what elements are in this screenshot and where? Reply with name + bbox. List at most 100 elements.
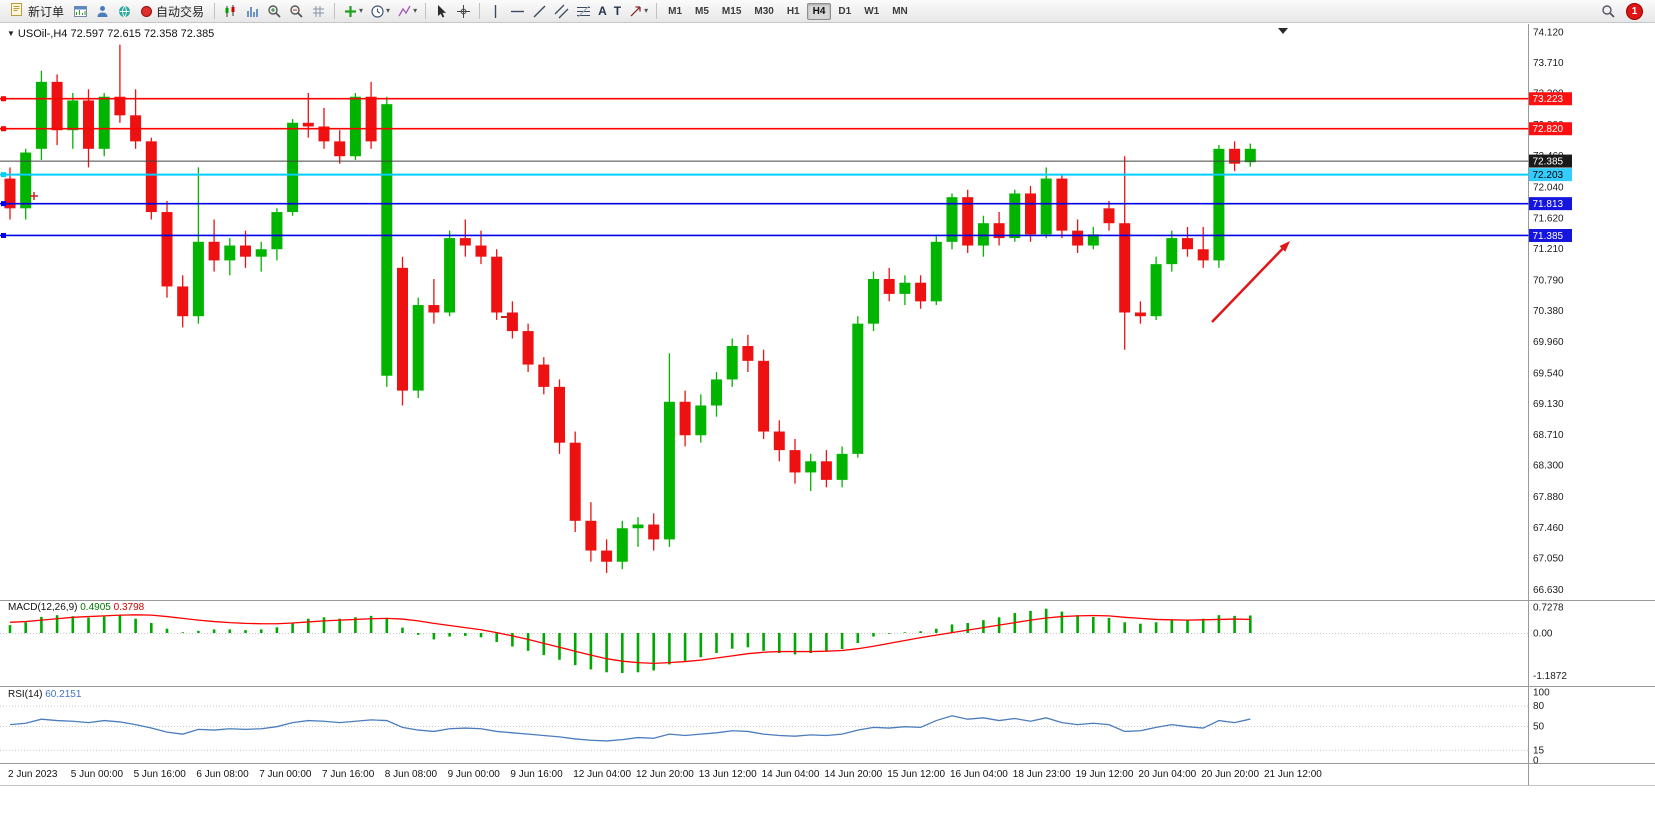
svg-text:0: 0 [1533,756,1539,767]
search-icon[interactable] [1598,3,1619,20]
toolbar-separator [479,3,481,19]
arrows-tool-button[interactable]: ▾ [625,3,651,20]
svg-text:66.630: 66.630 [1533,585,1564,596]
svg-text:9 Jun 00:00: 9 Jun 00:00 [448,769,501,780]
profile-icon[interactable] [92,3,113,20]
svg-text:7 Jun 00:00: 7 Jun 00:00 [259,769,312,780]
svg-text:69.960: 69.960 [1533,337,1564,348]
fibonacci-tool-icon[interactable] [573,3,594,20]
price-axis[interactable]: 74.12073.71073.30072.88072.46072.04071.6… [1533,28,1564,596]
svg-text:0.7278: 0.7278 [1533,603,1564,614]
rsi-panel: 100 80 50 150 [0,688,1550,767]
svg-text:21 Jun 12:00: 21 Jun 12:00 [1264,769,1322,780]
ohlc-close: 72.385 [180,28,215,40]
toolbar-separator [214,3,216,19]
new-order-icon [9,2,24,20]
svg-text:15 Jun 12:00: 15 Jun 12:00 [887,769,945,780]
candlestick-layer [4,44,1256,573]
chart-window-icon[interactable] [70,3,91,20]
crosshair-icon[interactable] [453,3,474,20]
periods-button[interactable]: ▾ [367,3,393,20]
auto-trading-status-icon [141,5,153,17]
toolbar: 新订单 自动交易 ▾ [0,0,1655,23]
dropdown-caret-icon: ▾ [413,6,418,15]
macd-indicator [8,608,1252,673]
svg-text:72.820: 72.820 [1533,124,1564,135]
candlestick-chart-icon[interactable] [220,3,241,20]
channel-tool-icon[interactable] [551,3,572,20]
svg-text:73.223: 73.223 [1533,94,1564,105]
level-lines-layer[interactable]: 73.223 72.820 72.203 71.813 71.385 72.385 [0,92,1572,242]
svg-text:6 Jun 08:00: 6 Jun 08:00 [196,769,249,780]
svg-text:100: 100 [1533,688,1550,699]
svg-text:68.710: 68.710 [1533,430,1564,441]
annotation-arrow[interactable] [1211,241,1290,323]
svg-text:19 Jun 12:00: 19 Jun 12:00 [1076,769,1134,780]
rsi-indicator [9,715,1251,742]
timeframe-button-m30[interactable]: M30 [754,5,774,17]
svg-text:72.385: 72.385 [1533,157,1564,168]
svg-text:12 Jun 20:00: 12 Jun 20:00 [636,769,694,780]
svg-text:71.813: 71.813 [1533,199,1564,210]
ohlc-low: 72.358 [143,28,178,40]
rsi-value: 60.2151 [45,689,82,700]
zoom-in-icon[interactable] [264,3,285,20]
macd-panel: 0.7278 0.00 -1.1872 [0,603,1567,682]
notification-badge[interactable]: 1 [1626,2,1643,20]
svg-text:14 Jun 20:00: 14 Jun 20:00 [824,769,882,780]
svg-text:74.120: 74.120 [1533,28,1564,39]
timeframe-button-d1[interactable]: D1 [838,5,852,17]
svg-text:67.460: 67.460 [1533,523,1564,534]
add-indicator-button[interactable]: ▾ [340,3,366,20]
macd-name: MACD(12,26,9) [8,602,78,613]
timeframe-button-m1[interactable]: M1 [668,5,683,17]
svg-text:16 Jun 04:00: 16 Jun 04:00 [950,769,1008,780]
toolbar-separator [334,3,336,19]
label-tool-glyph: T [613,4,622,18]
timeframe-button-mn[interactable]: MN [892,5,908,17]
svg-text:0.00: 0.00 [1533,629,1553,640]
rsi-indicator-label: RSI(14) 60.2151 [8,689,81,700]
cursor-icon[interactable] [431,3,452,20]
timeframe-button-m5[interactable]: M5 [695,5,709,17]
zoom-out-icon[interactable] [286,3,307,20]
panel-borders [0,24,1655,786]
vertical-line-tool-icon[interactable] [485,3,506,20]
svg-text:69.540: 69.540 [1533,368,1564,379]
svg-text:70.790: 70.790 [1533,275,1564,286]
svg-text:71.385: 71.385 [1533,231,1564,242]
svg-text:71.210: 71.210 [1533,244,1564,255]
label-tool-icon[interactable]: T [611,3,624,19]
new-order-button[interactable]: 新订单 [4,1,69,21]
svg-text:12 Jun 04:00: 12 Jun 04:00 [573,769,631,780]
svg-text:-1.1872: -1.1872 [1533,671,1567,682]
grid-icon[interactable] [308,3,329,20]
text-tool-icon[interactable]: A [595,3,610,19]
macd-signal-value: 0.3798 [113,602,145,613]
templates-button[interactable]: ▾ [394,3,420,20]
svg-text:20 Jun 04:00: 20 Jun 04:00 [1138,769,1196,780]
bar-chart-icon[interactable] [242,3,263,20]
timeframe-button-h4[interactable]: H4 [806,2,832,20]
auto-trading-button[interactable]: 自动交易 [136,2,209,21]
horizontal-line-tool-icon[interactable] [507,3,528,20]
svg-text:14 Jun 04:00: 14 Jun 04:00 [762,769,820,780]
time-axis[interactable]: 2 Jun 2023 5 Jun 00:00 5 Jun 16:00 6 Jun 08… [8,769,1322,780]
chart-menu-icon[interactable]: ▼ [7,29,15,38]
trendline-tool-icon[interactable] [529,3,550,20]
auto-trading-label: 自动交易 [156,4,205,19]
macd-indicator-label: MACD(12,26,9) 0.4905 0.3798 [8,602,144,613]
svg-text:8 Jun 08:00: 8 Jun 08:00 [385,769,438,780]
timeframe-button-w1[interactable]: W1 [864,5,880,17]
text-tool-glyph: A [598,4,607,18]
svg-text:18 Jun 23:00: 18 Jun 23:00 [1013,769,1071,780]
timeframe-button-h1[interactable]: H1 [786,5,800,17]
svg-text:50: 50 [1533,722,1545,733]
ohlc-open: 72.597 [70,28,105,40]
macd-main-value: 0.4905 [80,602,111,613]
svg-text:80: 80 [1533,701,1545,712]
community-icon[interactable] [114,3,135,20]
svg-text:72.040: 72.040 [1533,182,1564,193]
timeframe-button-m15[interactable]: M15 [721,5,742,17]
